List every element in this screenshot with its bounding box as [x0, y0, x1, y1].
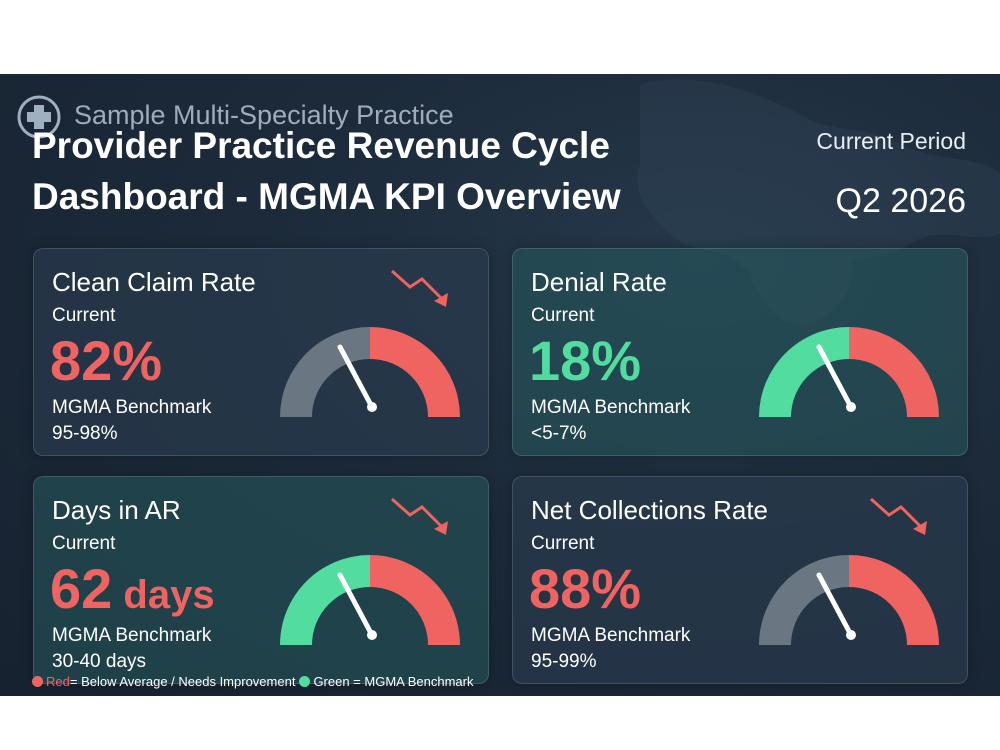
current-label: Current	[52, 533, 116, 554]
benchmark-label: MGMA Benchmark	[52, 397, 212, 418]
current-label: Current	[531, 305, 595, 326]
kpi-card-clean-claim-rate: Clean Claim Rate Current 82% MGMA Benchm…	[33, 248, 489, 456]
kpi-name: Clean Claim Rate	[52, 267, 256, 297]
benchmark-value: 95-98%	[52, 423, 118, 444]
gauge-icon	[759, 327, 939, 417]
page-title: Provider Practice Revenue Cycle Dashboar…	[32, 125, 621, 217]
benchmark-value: <5-7%	[531, 423, 587, 444]
current-label: Current	[531, 533, 595, 554]
gauge-icon	[759, 555, 939, 645]
current-period-value: Q2 2026	[835, 182, 966, 220]
legend-green-dot	[299, 676, 311, 687]
kpi-current-value: 82%	[50, 329, 163, 392]
medical-cross-logo-icon	[17, 95, 61, 139]
legend-green-text: Green = MGMA Benchmark	[313, 674, 474, 689]
kpi-name: Days in AR	[52, 495, 181, 525]
kpi-card-denial-rate: Denial Rate Current 18% MGMA Benchmark <…	[512, 248, 968, 456]
current-label: Current	[52, 305, 116, 326]
practice-name: Sample Multi-Specialty Practice	[74, 100, 454, 130]
trend-down-arrow-icon	[391, 269, 448, 307]
gauge-icon	[280, 555, 460, 645]
kpi-current-value: 88%	[529, 557, 642, 620]
kpi-current-value: 18%	[529, 329, 642, 392]
benchmark-value: 95-99%	[531, 651, 597, 672]
current-period-label: Current Period	[816, 128, 966, 154]
dashboard-panel: Sample Multi-Specialty Practice Provider…	[0, 74, 1000, 696]
gauge-icon	[280, 327, 460, 417]
trend-down-arrow-icon	[391, 497, 448, 535]
benchmark-label: MGMA Benchmark	[52, 625, 212, 646]
benchmark-label: MGMA Benchmark	[531, 397, 691, 418]
kpi-card-days-in-ar: Days in AR Current 62 days MGMA Benchmar…	[33, 476, 489, 684]
legend-red-word: Red	[46, 674, 70, 689]
trend-down-arrow-icon	[870, 497, 927, 535]
kpi-name: Denial Rate	[531, 267, 667, 297]
benchmark-label: MGMA Benchmark	[531, 625, 691, 646]
kpi-current-value: 62 days	[50, 557, 215, 620]
legend: Red = Below Average / Needs Improvement …	[32, 674, 473, 689]
benchmark-value: 30-40 days	[52, 651, 147, 672]
kpi-name: Net Collections Rate	[531, 495, 768, 525]
kpi-card-net-collections-rate: Net Collections Rate Current 88% MGMA Be…	[512, 476, 968, 684]
legend-red-text: = Below Average / Needs Improvement	[69, 674, 296, 689]
legend-red-dot	[32, 676, 43, 687]
